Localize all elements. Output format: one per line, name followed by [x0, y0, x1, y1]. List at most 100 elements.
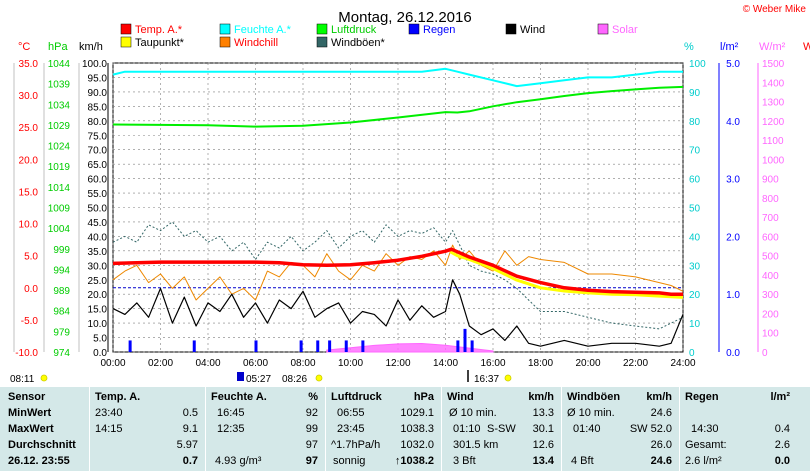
wind-tick-label: 10.0	[88, 319, 108, 330]
series-windb-en	[112, 221, 684, 330]
wind-tick-label: 50.0	[88, 204, 108, 215]
solar-tick-label: 1000	[762, 155, 785, 166]
cell: 23:40	[95, 407, 123, 419]
humidity-tick-label: 30	[689, 261, 701, 272]
rain-bar	[361, 340, 365, 352]
cell: 0.0	[774, 455, 790, 467]
sun-icon	[315, 374, 323, 382]
table-divider	[89, 387, 90, 471]
header-pressure-unit: hPa	[413, 391, 434, 403]
pressure-tick-label: 1004	[48, 224, 71, 235]
humidity-tick-label: 50	[689, 204, 701, 215]
cell: Gesamt:	[685, 439, 727, 451]
wind-tick-label: 0.0	[93, 348, 107, 359]
cell: Ø 10 min.	[567, 407, 615, 419]
header-humidity-unit: %	[308, 391, 318, 403]
header-temp: Temp. A.	[95, 391, 141, 403]
temp-tick-label: 35.0	[19, 59, 39, 70]
pressure-tick-label: 1009	[48, 204, 71, 215]
x-tick-label: 10:00	[338, 358, 363, 369]
rain-tick-label: 5.0	[726, 59, 740, 70]
cell: 5.97	[176, 439, 198, 451]
pressure-tick-label: 999	[53, 245, 70, 256]
series-solar	[326, 342, 494, 353]
temp-tick-label: 10.0	[19, 220, 39, 231]
event-label: 05:27	[246, 374, 271, 385]
temp-tick-label: 5.0	[24, 252, 38, 263]
plot-area: 00:00 02:00 04:00 06:00 08:00 10:00 12:00 14:00…	[10, 59, 785, 385]
wind-tick-label: 45.0	[88, 218, 108, 229]
rain-bar	[328, 340, 332, 352]
cell: ^1.7hPa/h	[331, 439, 381, 451]
wind-tick-label: 15.0	[88, 305, 108, 316]
legend-swatch	[120, 36, 132, 48]
wind-tick-label: 60.0	[88, 175, 108, 186]
humidity-tick-label: 80	[689, 117, 701, 128]
wind-tick-label: 95.0	[88, 73, 108, 84]
rain-bar	[316, 340, 320, 352]
cell: 1038.3	[400, 423, 434, 435]
legend-label: Solar	[612, 24, 638, 36]
solar-tick-label: 600	[762, 232, 779, 243]
cell: 0.5	[182, 407, 198, 419]
solar-tick-label: 800	[762, 194, 779, 205]
rain-bar	[463, 328, 467, 352]
humidity-tick-label: 10	[689, 319, 701, 330]
solar-tick-label: 400	[762, 271, 779, 282]
sun-icon	[504, 374, 512, 382]
cell: 13.4	[532, 455, 554, 467]
pressure-tick-label: 1034	[48, 100, 71, 111]
table-row-min: MinWert 23:40 0.5 16:45 92 06:55 1029.1 …	[0, 406, 810, 421]
wind-tick-label: 100.0	[82, 59, 107, 70]
cell: 24.6	[650, 407, 672, 419]
cell: 30.1	[532, 423, 554, 435]
unit-rain: l/m²	[720, 41, 739, 53]
cell: 06:55	[337, 407, 365, 419]
table-divider	[679, 387, 680, 471]
pressure-tick-label: 1019	[48, 162, 71, 173]
cell: 01:40	[573, 423, 601, 435]
solar-tick-label: 1300	[762, 98, 785, 109]
wind-tick-label: 30.0	[88, 261, 108, 272]
x-tick-label: 04:00	[195, 358, 220, 369]
header-gusts-unit: km/h	[646, 391, 672, 403]
wind-tick-label: 25.0	[88, 276, 108, 287]
rain-tick-label: 0.0	[726, 348, 740, 359]
x-tick-label: 20:00	[575, 358, 600, 369]
pressure-tick-label: 1029	[48, 121, 71, 132]
solar-tick-label: 0	[762, 348, 768, 359]
wind-tick-label: 20.0	[88, 290, 108, 301]
copyright-text[interactable]: © Weber Mike	[743, 4, 807, 15]
x-tick-label: 18:00	[528, 358, 553, 369]
cell: 97	[305, 455, 318, 467]
rain-tick-label: 3.0	[726, 175, 740, 186]
legend-swatch	[316, 36, 328, 48]
solar-tick-label: 100	[762, 329, 779, 340]
moon-icon	[237, 372, 244, 381]
cell: 2.6 l/m²	[685, 455, 722, 467]
header-pressure: Luftdruck	[331, 391, 382, 403]
cell: 97	[305, 439, 318, 451]
series-wind	[112, 279, 684, 347]
unit-humidity: %	[684, 41, 694, 53]
temp-tick-label: 25.0	[19, 123, 39, 134]
header-gusts: Windböen	[567, 391, 621, 403]
header-humidity: Feuchte A.	[211, 391, 267, 403]
cell: 4 Bft	[571, 455, 594, 467]
cell: 24.6	[650, 455, 672, 467]
wind-tick-label: 40.0	[88, 232, 108, 243]
chart-title: Montag, 26.12.2016	[338, 9, 471, 26]
rain-tick-label: 1.0	[726, 290, 740, 301]
unit-solar-edge: W	[803, 41, 810, 53]
table-divider	[441, 387, 442, 471]
solar-tick-label: 1100	[762, 136, 784, 147]
wind-tick-label: 80.0	[88, 117, 108, 128]
cell: 16:45	[217, 407, 245, 419]
cell: sonnig	[333, 455, 366, 467]
cell: 01:10	[453, 423, 481, 435]
cell: 2.6	[774, 439, 790, 451]
x-tick-label: 16:00	[480, 358, 505, 369]
row-label: 26.12. 23:55	[8, 455, 70, 467]
cell: 14:30	[691, 423, 719, 435]
cell: 0.4	[774, 423, 790, 435]
